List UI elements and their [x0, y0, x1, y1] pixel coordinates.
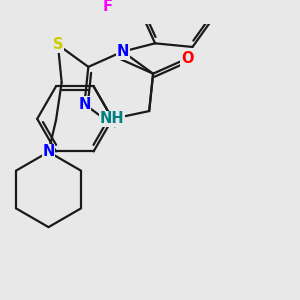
Text: F: F — [103, 0, 113, 14]
Text: N: N — [78, 97, 91, 112]
Text: O: O — [181, 51, 194, 66]
Text: N: N — [42, 144, 55, 159]
Text: S: S — [53, 37, 63, 52]
Text: N: N — [116, 44, 129, 59]
Text: NH: NH — [100, 111, 125, 126]
